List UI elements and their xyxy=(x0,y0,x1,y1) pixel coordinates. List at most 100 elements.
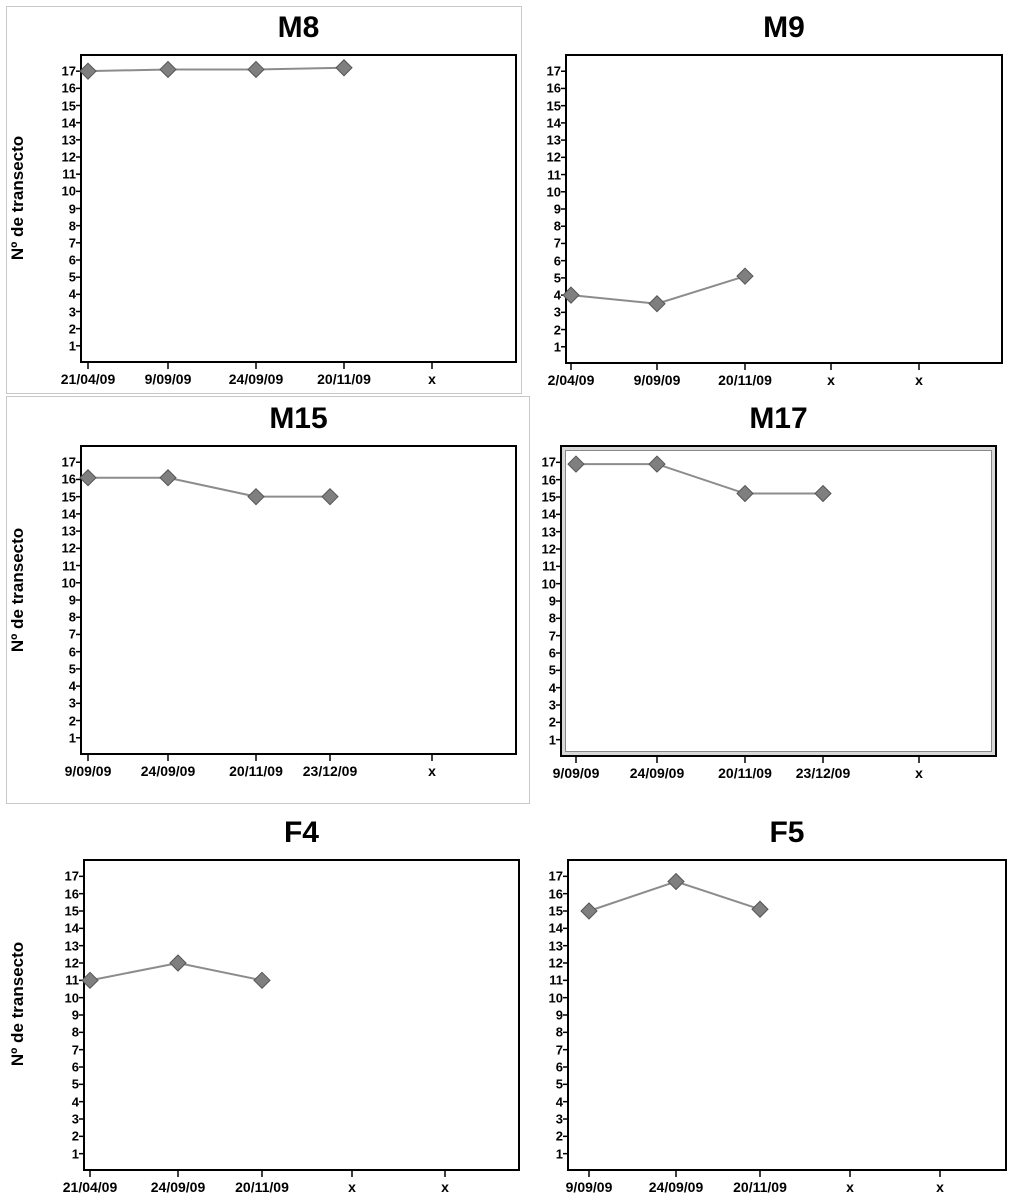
y-tick-label: 12 xyxy=(61,149,76,165)
y-tick-label: 15 xyxy=(61,489,76,505)
y-tick-label: 9 xyxy=(68,201,76,216)
y-tick-label: 5 xyxy=(555,1076,563,1092)
y-tick-label: 14 xyxy=(546,115,561,131)
chart-title: M15 xyxy=(269,402,328,435)
y-tick-label: 17 xyxy=(541,454,556,470)
y-tick-label: 13 xyxy=(64,938,79,954)
y-tick-label: 3 xyxy=(68,695,76,711)
series-line xyxy=(87,66,345,73)
y-tick-label: 2 xyxy=(553,322,561,338)
y-tick-label: 1 xyxy=(555,1146,563,1162)
y-tick-label: 7 xyxy=(71,1042,79,1058)
series-line xyxy=(576,463,823,495)
y-tick-label: 12 xyxy=(541,541,556,557)
plot-area xyxy=(560,445,997,757)
chart-panel-m8 xyxy=(6,6,522,394)
y-tick-label: 5 xyxy=(68,661,76,677)
y-tick-label: 13 xyxy=(61,523,76,539)
y-tick-label: 17 xyxy=(548,868,563,884)
y-tick-label: 4 xyxy=(555,1094,563,1110)
y-tick-label: 7 xyxy=(548,628,556,644)
x-tick-label: 24/09/09 xyxy=(140,763,196,779)
data-point xyxy=(814,484,832,503)
x-tick-label: x xyxy=(936,1179,944,1195)
x-tick-label: 2/04/09 xyxy=(547,372,595,388)
chart-title: M17 xyxy=(749,402,808,435)
x-tick-label: 20/11/09 xyxy=(718,765,772,781)
y-tick-label: 15 xyxy=(61,98,76,113)
y-tick-label: 10 xyxy=(548,990,563,1006)
y-tick-label: 1 xyxy=(68,730,76,746)
x-tick-label: 20/11/09 xyxy=(235,1179,289,1195)
data-point xyxy=(253,971,271,990)
x-tick-label: x xyxy=(441,1179,449,1195)
y-tick-label: 10 xyxy=(61,183,76,199)
plot-area xyxy=(80,54,517,363)
y-tick-label: 7 xyxy=(68,626,76,642)
x-tick-label: 24/09/09 xyxy=(648,1179,704,1195)
x-tick-label: 9/09/09 xyxy=(64,763,112,779)
x-tick-label: 23/12/09 xyxy=(302,763,358,779)
y-tick-label: 6 xyxy=(553,253,561,269)
y-tick-label: 10 xyxy=(546,184,561,200)
y-tick-label: 6 xyxy=(68,644,76,660)
y-tick-label: 17 xyxy=(546,63,561,79)
y-tick-label: 16 xyxy=(546,80,561,96)
x-tick-label: 20/11/09 xyxy=(718,372,772,388)
data-point xyxy=(648,455,666,473)
data-point xyxy=(159,469,177,487)
y-tick-label: 12 xyxy=(64,955,79,971)
x-tick-label: x xyxy=(827,372,835,388)
y-tick-label: 9 xyxy=(555,1007,563,1023)
y-tick-label: 5 xyxy=(548,662,556,678)
y-tick-label: 17 xyxy=(61,63,76,79)
y-tick-label: 10 xyxy=(64,990,79,1006)
y-tick-label: 11 xyxy=(62,166,76,182)
y-tick-label: 11 xyxy=(65,972,79,988)
y-tick-label: 4 xyxy=(553,287,561,303)
y-tick-label: 6 xyxy=(71,1059,79,1075)
y-tick-label: 17 xyxy=(61,454,76,470)
y-tick-label: 11 xyxy=(549,972,563,988)
x-tick-label: 9/09/09 xyxy=(565,1179,613,1195)
data-point xyxy=(335,59,353,77)
y-tick-label: 1 xyxy=(553,339,561,355)
y-tick-label: 14 xyxy=(61,506,76,522)
y-tick-label: 7 xyxy=(553,235,561,251)
data-point xyxy=(736,484,754,503)
series-line xyxy=(88,476,330,498)
y-tick-label: 6 xyxy=(68,252,76,268)
x-tick-label: 24/09/09 xyxy=(629,765,685,781)
y-tick-label: 8 xyxy=(555,1024,563,1040)
y-tick-label: 6 xyxy=(548,645,556,661)
y-tick-label: 13 xyxy=(541,524,556,540)
data-point xyxy=(580,902,598,920)
y-tick-label: 4 xyxy=(548,680,556,696)
y-tick-label: 3 xyxy=(555,1111,563,1127)
x-tick-label: 9/09/09 xyxy=(552,765,600,781)
data-point xyxy=(79,469,97,487)
y-tick-label: 14 xyxy=(541,506,556,522)
plot-area xyxy=(565,54,1003,364)
data-point xyxy=(736,267,754,285)
y-tick-label: 9 xyxy=(548,593,556,609)
y-tick-label: 15 xyxy=(546,98,561,114)
y-tick-label: 15 xyxy=(64,903,79,919)
y-tick-label: 10 xyxy=(61,575,76,591)
x-tick-label: x xyxy=(915,765,923,781)
y-tick-label: 11 xyxy=(542,558,556,574)
y-tick-label: 8 xyxy=(548,610,556,626)
y-tick-label: 8 xyxy=(68,218,76,234)
y-tick-label: 9 xyxy=(71,1007,79,1023)
y-tick-label: 7 xyxy=(555,1042,563,1058)
y-tick-label: 8 xyxy=(553,218,561,234)
data-point xyxy=(81,971,99,990)
x-tick-label: 24/09/09 xyxy=(150,1179,206,1195)
y-tick-label: 12 xyxy=(61,540,76,556)
y-tick-label: 10 xyxy=(541,576,556,592)
chart-title: F5 xyxy=(769,816,805,849)
